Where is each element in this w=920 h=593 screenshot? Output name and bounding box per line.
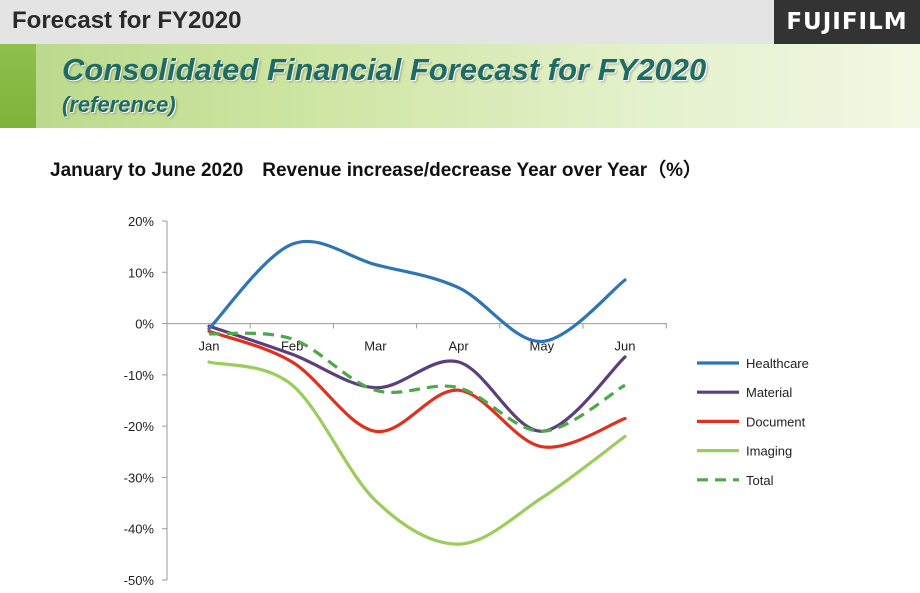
x-tick-label-jan: Jan [199, 339, 220, 354]
y-tick-label: -50% [124, 573, 155, 588]
y-tick-label: -40% [124, 522, 155, 537]
top-bar: Forecast for FY2020 FUJIFILM [0, 0, 920, 44]
series-line-imaging [207, 360, 627, 546]
series-line-document [207, 329, 627, 449]
y-tick-label: -10% [124, 368, 155, 383]
top-title: Forecast for FY2020 [12, 7, 242, 34]
banner-subtitle: (reference) [62, 92, 176, 117]
banner-stripe [0, 44, 36, 128]
banner-title: Consolidated Financial Forecast for FY20… [62, 52, 707, 87]
series-line-total [208, 331, 626, 433]
title-banner: Consolidated Financial Forecast for FY20… [0, 44, 920, 128]
legend-label-healthcare: Healthcare [746, 356, 809, 371]
chart-title: January to June 2020 Revenue increase/de… [50, 160, 703, 181]
series-line-material [207, 324, 627, 433]
x-tick-label-mar: Mar [364, 339, 387, 354]
fujifilm-logo: FUJIFILM [774, 0, 920, 44]
legend-label-total: Total [746, 473, 774, 488]
legend-label-material: Material [746, 385, 792, 400]
x-tick-label-jun: Jun [615, 339, 636, 354]
y-tick-label: 10% [128, 265, 154, 280]
x-tick-label-apr: Apr [448, 339, 469, 354]
y-tick-label: -20% [124, 419, 155, 434]
legend-label-document: Document [746, 414, 806, 429]
y-tick-label: -30% [124, 470, 155, 485]
series-line-healthcare [207, 239, 627, 344]
legend-label-imaging: Imaging [746, 444, 792, 459]
y-tick-label: 20% [128, 214, 154, 229]
logo-text: FUJIFILM [786, 9, 908, 35]
y-tick-label: 0% [135, 317, 154, 332]
